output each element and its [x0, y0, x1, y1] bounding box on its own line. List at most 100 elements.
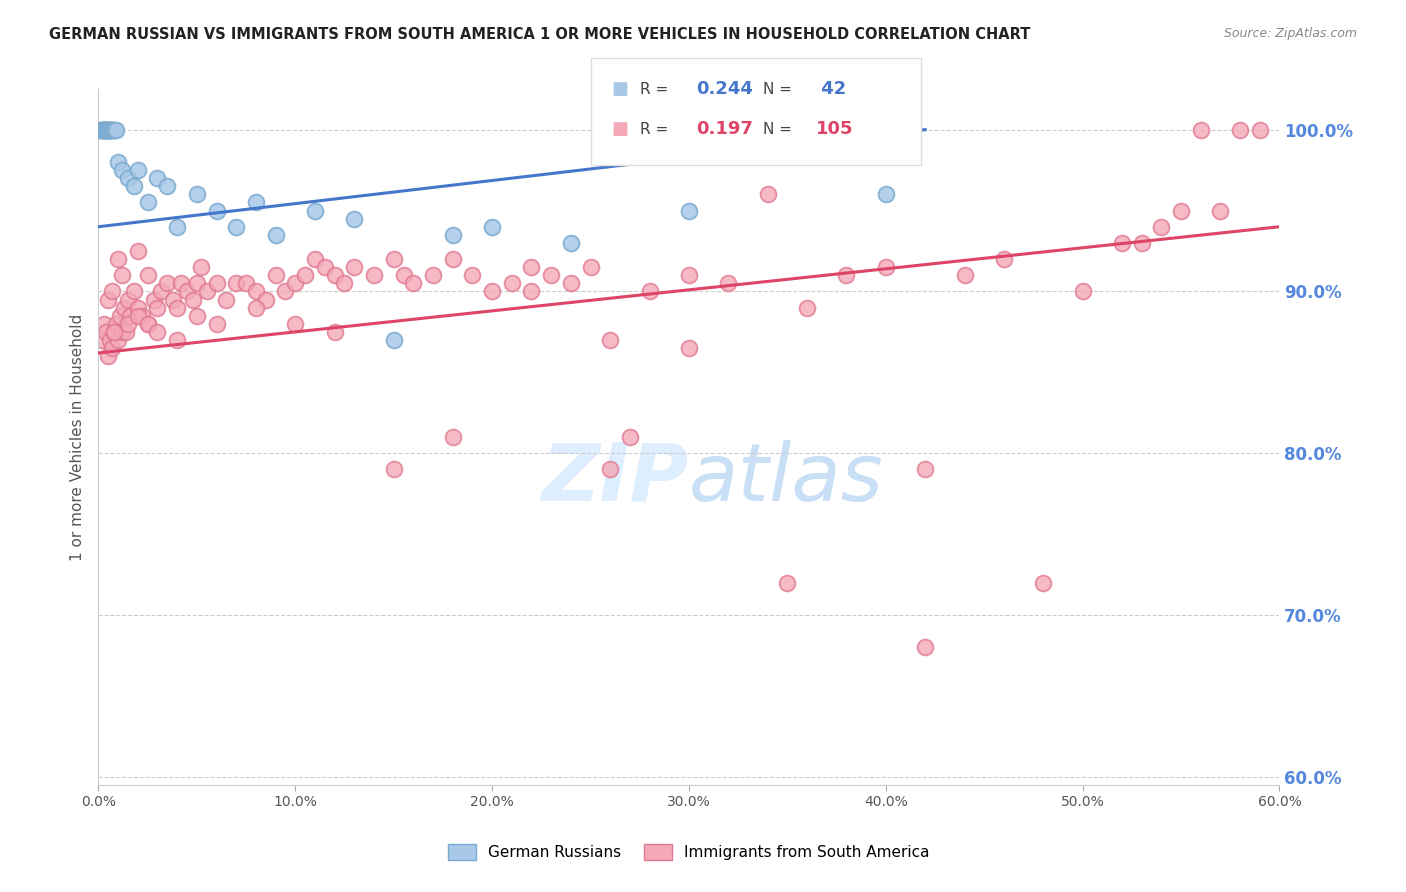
- Point: [146, 301, 169, 315]
- Point: [170, 277, 193, 291]
- Point: [108, 309, 131, 323]
- Point: [314, 260, 336, 275]
- Point: [105, 317, 128, 331]
- Point: [382, 333, 405, 347]
- Point: [1032, 575, 1054, 590]
- Point: [150, 285, 173, 299]
- Point: [205, 277, 228, 291]
- Point: [245, 195, 267, 210]
- Text: R =: R =: [640, 122, 668, 136]
- Point: [205, 203, 228, 218]
- Point: [382, 252, 405, 266]
- Point: [127, 163, 149, 178]
- Point: [166, 301, 188, 315]
- Point: [392, 268, 415, 283]
- Point: [117, 171, 139, 186]
- Point: [97, 122, 120, 136]
- Point: [136, 317, 159, 331]
- Point: [98, 333, 121, 347]
- Point: [235, 277, 257, 291]
- Point: [122, 285, 145, 299]
- Point: [91, 122, 114, 136]
- Point: [678, 341, 700, 355]
- Text: ZIP: ZIP: [541, 440, 689, 518]
- Point: [245, 285, 267, 299]
- Point: [156, 179, 179, 194]
- Point: [96, 122, 118, 136]
- Point: [103, 325, 125, 339]
- Point: [96, 122, 118, 136]
- Point: [284, 277, 307, 291]
- Point: [875, 260, 897, 275]
- Point: [1229, 122, 1251, 136]
- Point: [363, 268, 385, 283]
- Point: [162, 293, 184, 307]
- Point: [343, 260, 366, 275]
- Point: [540, 268, 562, 283]
- Point: [111, 163, 134, 178]
- Point: [294, 268, 316, 283]
- Point: [1249, 122, 1271, 136]
- Point: [599, 333, 621, 347]
- Point: [101, 285, 124, 299]
- Point: [117, 317, 139, 331]
- Point: [96, 122, 118, 136]
- Text: N =: N =: [763, 82, 793, 96]
- Point: [776, 575, 799, 590]
- Point: [993, 252, 1015, 266]
- Point: [441, 430, 464, 444]
- Point: [264, 268, 287, 283]
- Point: [98, 122, 121, 136]
- Point: [560, 277, 582, 291]
- Point: [875, 187, 897, 202]
- Point: [1189, 122, 1212, 136]
- Point: [441, 227, 464, 242]
- Text: 42: 42: [815, 80, 846, 98]
- Y-axis label: 1 or more Vehicles in Household: 1 or more Vehicles in Household: [69, 313, 84, 561]
- Point: [96, 122, 118, 136]
- Point: [422, 268, 444, 283]
- Point: [520, 260, 543, 275]
- Point: [107, 155, 129, 169]
- Text: 105: 105: [815, 120, 853, 138]
- Point: [122, 179, 145, 194]
- Point: [323, 325, 346, 339]
- Point: [835, 268, 858, 283]
- Point: [481, 285, 503, 299]
- Point: [245, 301, 267, 315]
- Point: [638, 285, 661, 299]
- Point: [98, 122, 121, 136]
- Point: [1071, 285, 1094, 299]
- Point: [93, 317, 115, 331]
- Point: [107, 333, 129, 347]
- Point: [142, 293, 165, 307]
- Point: [101, 122, 124, 136]
- Point: [215, 293, 238, 307]
- Point: [105, 122, 128, 136]
- Point: [136, 195, 159, 210]
- Point: [103, 122, 125, 136]
- Point: [1111, 235, 1133, 250]
- Point: [579, 260, 602, 275]
- Point: [97, 349, 120, 363]
- Point: [91, 122, 114, 136]
- Point: [97, 122, 120, 136]
- Text: N =: N =: [763, 122, 793, 136]
- Text: Source: ZipAtlas.com: Source: ZipAtlas.com: [1223, 27, 1357, 40]
- Text: ■: ■: [612, 120, 628, 138]
- Point: [117, 293, 139, 307]
- Point: [101, 122, 124, 136]
- Point: [96, 325, 118, 339]
- Point: [914, 640, 936, 655]
- Point: [304, 252, 326, 266]
- Point: [112, 301, 135, 315]
- Point: [93, 122, 115, 136]
- Point: [181, 293, 204, 307]
- Point: [156, 277, 179, 291]
- Point: [560, 235, 582, 250]
- Point: [599, 462, 621, 476]
- Point: [225, 219, 247, 234]
- Point: [93, 122, 115, 136]
- Point: [323, 268, 346, 283]
- Legend: German Russians, Immigrants from South America: German Russians, Immigrants from South A…: [441, 837, 936, 868]
